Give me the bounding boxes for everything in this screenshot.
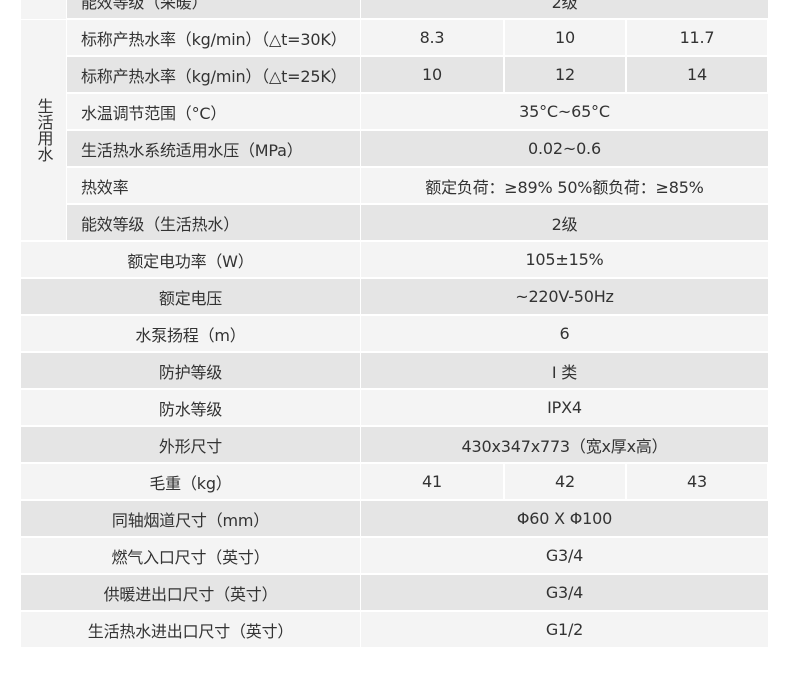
row-label: 生活热水系统适用水压（MPa） <box>67 131 360 166</box>
row-value: IPX4 <box>361 390 768 425</box>
row-label: 防护等级 <box>21 353 360 388</box>
row-label: 燃气入口尺寸（英寸） <box>21 538 360 573</box>
row-label: 供暖进出口尺寸（英寸） <box>21 575 360 610</box>
group-label-domestic-water: 生活用水 <box>21 20 66 240</box>
row-value: G1/2 <box>361 612 768 647</box>
row-label: 毛重（kg） <box>21 464 360 499</box>
row-value: 2级 <box>361 0 768 18</box>
row-value: 6 <box>361 316 768 351</box>
row-value-model-3: 11.7 <box>627 20 767 55</box>
row-value: G3/4 <box>361 538 768 573</box>
row-label: 热效率 <box>67 168 360 203</box>
row-label: 标称产热水率（kg/min）（△t=25K） <box>67 57 360 92</box>
row-value: Φ60 X Φ100 <box>361 501 768 536</box>
row-value: 2级 <box>361 205 768 240</box>
row-value-model-2: 42 <box>505 464 625 499</box>
row-label: 生活热水进出口尺寸（英寸） <box>21 612 360 647</box>
row-label: 外形尺寸 <box>21 427 360 462</box>
group-cell-top <box>21 0 66 19</box>
row-label: 水温调节范围（°C） <box>67 94 360 129</box>
row-value: 105±15% <box>361 242 768 277</box>
row-value-model-3: 43 <box>627 464 767 499</box>
row-value-model-3: 14 <box>627 57 767 92</box>
row-value: G3/4 <box>361 575 768 610</box>
row-value-model-2: 12 <box>505 57 625 92</box>
row-value-model-1: 10 <box>361 57 503 92</box>
row-label: 额定电功率（W） <box>21 242 360 277</box>
row-label: 防水等级 <box>21 390 360 425</box>
row-label: 水泵扬程（m） <box>21 316 360 351</box>
row-label: 能效等级（生活热水） <box>67 205 360 240</box>
row-value: 430x347x773（宽x厚x高） <box>361 427 768 462</box>
row-label: 同轴烟道尺寸（mm） <box>21 501 360 536</box>
row-label: 额定电压 <box>21 279 360 314</box>
row-value: 额定负荷：≥89% 50%额负荷：≥85% <box>361 168 768 203</box>
row-value: 0.02~0.6 <box>361 131 768 166</box>
row-value: 35°C~65°C <box>361 94 768 129</box>
row-label: 标称产热水率（kg/min）（△t=30K） <box>67 20 360 55</box>
row-value: ~220V-50Hz <box>361 279 768 314</box>
row-value: I 类 <box>361 353 768 388</box>
row-value-model-1: 41 <box>361 464 503 499</box>
row-value-model-2: 10 <box>505 20 625 55</box>
row-label: 能效等级（采暖） <box>67 0 360 18</box>
row-value-model-1: 8.3 <box>361 20 503 55</box>
